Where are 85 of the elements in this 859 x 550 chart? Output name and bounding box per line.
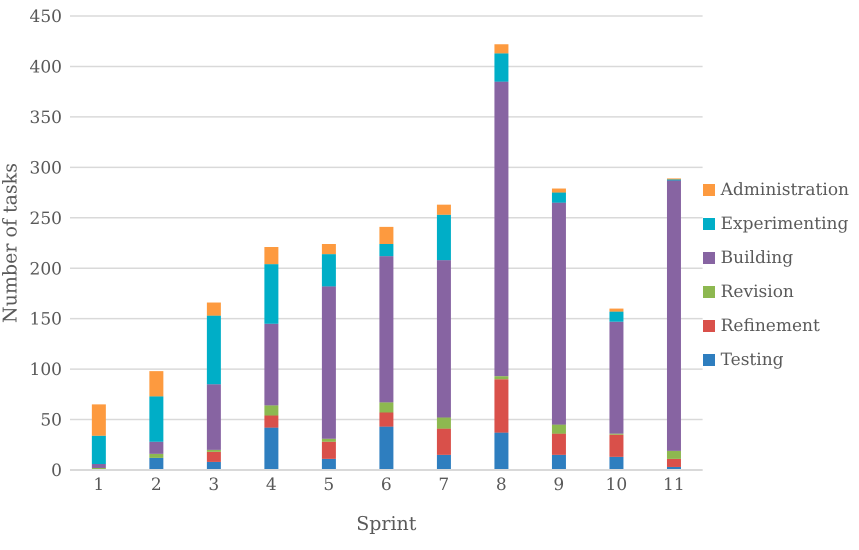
bar [552,188,566,193]
y-tick-label: 200 [30,259,62,280]
bar [494,432,508,470]
bar [609,456,624,470]
bar [666,180,681,451]
legend-label: Experimenting [720,214,848,234]
bar [436,454,451,470]
bar [436,428,451,455]
bar [379,244,394,256]
bar [149,454,164,458]
legend-label: Refinement [720,316,820,336]
x-tick-label: 2 [150,475,162,496]
x-tick-label: 3 [208,475,220,496]
bar [436,418,451,429]
y-tick-label: 400 [30,57,62,78]
bar [379,402,394,412]
bar [494,44,508,54]
y-tick-label: 250 [30,208,62,229]
bar [92,464,106,468]
bar [322,442,336,459]
bar [206,316,221,384]
bar [666,458,681,467]
bar [552,424,566,434]
bar [92,404,106,436]
bar [206,384,221,450]
bar [666,450,681,459]
bar [322,254,336,286]
bar [494,53,508,82]
x-tick-label: 8 [496,475,507,496]
y-axis-title: Number of tasks [0,163,22,323]
bar [264,247,278,264]
legend-label: Building [720,248,794,268]
bar [264,264,278,324]
x-tick-label: 7 [438,475,450,496]
y-tick-label: 50 [40,410,62,431]
bar [552,434,566,455]
y-tick-label: 0 [51,461,62,482]
bar [609,308,624,312]
bar [494,376,508,380]
bar [322,458,336,470]
bar [322,244,336,254]
bar [264,416,278,428]
x-tick-label: 6 [380,475,392,496]
y-tick-label: 300 [30,158,62,178]
bar [379,256,394,402]
bar [149,458,164,470]
bar [436,204,451,215]
bar [92,436,106,464]
bar [149,371,164,396]
x-tick-label: 10 [606,475,628,496]
y-tick-label: 150 [30,310,62,330]
bar [379,412,394,427]
bar [494,82,508,376]
x-tick-label: 1 [93,475,104,496]
y-tick-label: 100 [30,360,62,380]
bar [264,324,278,406]
x-tick-label: 11 [663,475,685,496]
legend-label: Administration [720,180,849,200]
x-tick-label: 4 [266,475,277,496]
bar [552,202,566,425]
x-axis-title: Sprint [356,513,417,535]
bar [436,260,451,418]
bar [206,302,221,316]
bar [264,428,278,470]
x-tick-label: 5 [323,475,334,496]
y-tick-label: 350 [30,108,62,128]
bar [206,452,221,462]
bar [322,438,336,442]
bar [149,396,164,442]
bar [609,312,624,322]
x-tick-label: 9 [553,475,564,496]
legend-label: Testing [720,350,784,370]
y-tick-label: 450 [30,7,62,28]
bar [264,405,278,416]
bar [609,322,624,434]
bar [149,442,164,454]
bar [379,226,394,244]
bar [322,286,336,439]
bar [552,192,566,203]
bar [552,454,566,470]
legend-label: Revision [720,282,794,302]
bar [609,434,624,457]
bar [379,426,394,470]
bar [494,379,508,433]
bar [436,214,451,260]
